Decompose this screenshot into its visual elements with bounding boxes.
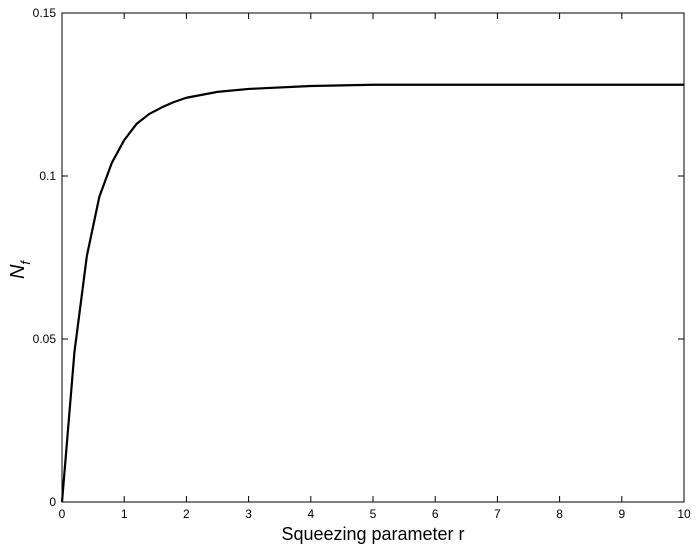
x-tick-label: 10 — [677, 507, 691, 521]
x-tick-label: 0 — [59, 507, 66, 521]
x-tick-label: 1 — [121, 507, 128, 521]
y-tick-label: 0 — [49, 495, 56, 509]
y-label-sub: f — [18, 260, 33, 265]
x-axis-label: Squeezing parameter r — [281, 524, 464, 544]
x-tick-label: 7 — [494, 507, 501, 521]
y-tick-label: 0.05 — [33, 332, 57, 346]
x-tick-label: 2 — [183, 507, 190, 521]
plot-frame — [61, 12, 685, 503]
y-tick-label: 0.1 — [39, 169, 56, 183]
x-tick-label: 5 — [370, 507, 377, 521]
x-tick-label: 9 — [618, 507, 625, 521]
x-tick-label: 8 — [556, 507, 563, 521]
y-tick-label: 0.15 — [33, 6, 57, 20]
y-label-main: N — [7, 264, 29, 279]
x-tick-label: 4 — [307, 507, 314, 521]
line-series — [60, 83, 684, 503]
x-tick-label: 3 — [245, 507, 252, 521]
x-tick-label: 6 — [432, 507, 439, 521]
y-axis-label: Nf — [7, 260, 33, 279]
